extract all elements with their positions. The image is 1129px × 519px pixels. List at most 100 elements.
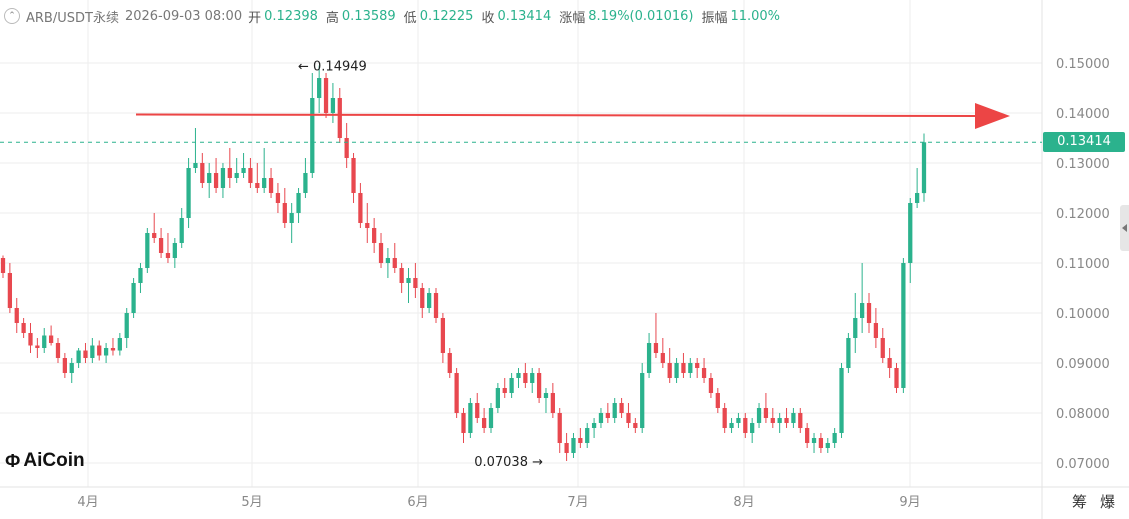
candle-body <box>0 258 6 273</box>
candle-body <box>736 418 741 423</box>
candle-body <box>427 293 432 308</box>
candle-body <box>557 413 562 443</box>
candle <box>303 158 308 198</box>
candle <box>722 403 727 433</box>
candle-body <box>103 348 109 356</box>
candle <box>14 298 19 333</box>
y-tick-label: 0.10000 <box>1056 307 1110 322</box>
candle-body <box>76 350 81 363</box>
candle <box>564 433 569 461</box>
x-tick-label: 7月 <box>567 495 588 510</box>
candle-body <box>220 168 226 188</box>
collapse-panel-handle[interactable] <box>1120 205 1129 251</box>
candle-body <box>413 278 418 288</box>
y-tick-label: 0.09000 <box>1056 357 1110 372</box>
candle-body <box>255 183 260 188</box>
candle-body <box>853 318 858 338</box>
candle <box>461 408 466 443</box>
candle <box>811 433 817 453</box>
candle-body <box>275 193 281 203</box>
candle-body <box>598 413 604 423</box>
ohlc-info-bar: ⌃ ARB/USDT永续 2026-09-03 08:00 开 0.12398 高… <box>4 5 788 27</box>
candle-body <box>131 283 136 313</box>
candle-body <box>818 438 824 448</box>
candle <box>35 338 40 358</box>
candle-body <box>468 403 473 433</box>
candle <box>695 358 700 378</box>
candle <box>860 263 865 333</box>
candle <box>152 213 157 243</box>
candle <box>880 328 885 363</box>
candle <box>323 73 329 118</box>
candle <box>317 65 322 113</box>
candle-body <box>633 423 638 428</box>
candle-body <box>866 303 872 323</box>
candle <box>124 308 129 348</box>
candle-body <box>688 363 693 373</box>
y-tick-label: 0.07000 <box>1056 457 1110 472</box>
candle <box>28 323 33 353</box>
candle <box>736 413 741 428</box>
candle-body <box>110 348 116 351</box>
candle-body <box>172 243 177 258</box>
candle-body <box>653 343 659 353</box>
candle-body <box>186 168 191 218</box>
candle-body <box>62 358 67 373</box>
candle <box>358 183 363 228</box>
candle <box>186 158 191 228</box>
candle <box>255 163 260 193</box>
aicoin-logo: Ф AiCoin <box>5 450 85 472</box>
candle-body <box>839 368 844 433</box>
candle-body <box>640 373 645 428</box>
candle-body <box>330 98 336 113</box>
collapse-icon[interactable]: ⌃ <box>4 8 20 24</box>
candle-body <box>516 373 521 378</box>
candle <box>839 363 844 438</box>
candle <box>172 238 177 268</box>
candle-body <box>626 413 631 423</box>
candle-body <box>722 408 727 428</box>
candle-body <box>97 345 102 356</box>
candle <box>866 293 872 333</box>
candle-body <box>784 418 789 423</box>
candle-body <box>296 193 301 213</box>
candle <box>626 403 631 428</box>
candle <box>433 288 439 323</box>
candle-body <box>887 358 892 368</box>
candle <box>220 163 226 198</box>
candle-body <box>433 293 439 318</box>
candle-body <box>213 173 219 188</box>
candle-body <box>138 268 143 283</box>
low-annotation-label: 0.07038 → <box>474 455 543 470</box>
candle-body <box>921 142 927 194</box>
candle <box>275 183 281 213</box>
candle <box>887 348 892 378</box>
candle <box>763 393 769 423</box>
chip-distribution-button[interactable]: 筹 <box>1072 493 1088 511</box>
candle <box>48 325 54 346</box>
candle <box>536 368 542 403</box>
candle-body <box>55 343 61 358</box>
candle-body <box>365 223 370 228</box>
candle <box>901 258 906 393</box>
candle <box>372 218 377 253</box>
candle-body <box>530 373 535 383</box>
candle-body <box>262 178 267 188</box>
candle-body <box>372 228 377 243</box>
candle <box>289 203 294 243</box>
candle-body <box>158 238 164 253</box>
candle-body <box>825 443 830 448</box>
candle-body <box>914 193 920 203</box>
liquidation-button[interactable]: 爆 <box>1100 493 1116 511</box>
y-tick-label: 0.08000 <box>1056 407 1110 422</box>
close-value: 0.13414 <box>497 8 552 24</box>
candle-body <box>763 408 769 418</box>
candle-body <box>495 388 500 408</box>
candle <box>145 228 150 273</box>
candle-body <box>152 233 157 238</box>
candle-body <box>695 363 700 368</box>
symbol-label[interactable]: ARB/USDT永续 <box>26 10 119 26</box>
candle <box>756 403 762 428</box>
candle-body <box>667 363 672 378</box>
